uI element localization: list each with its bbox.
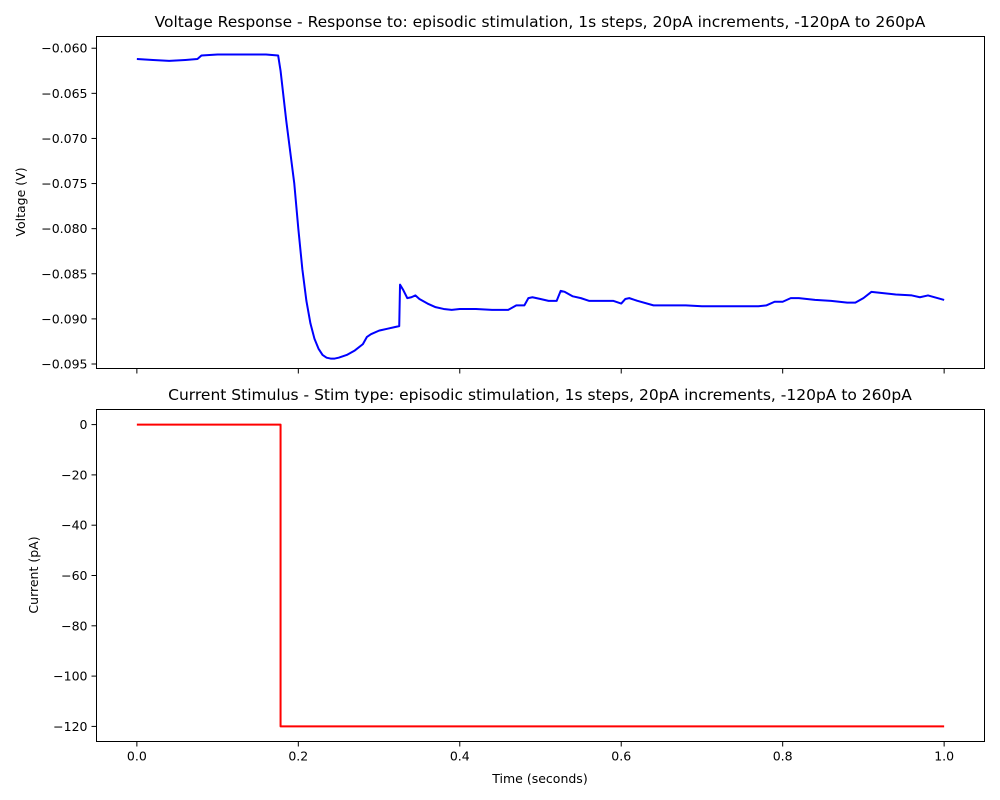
current-y-tick-label: −60 — [61, 568, 87, 583]
voltage-y-tick-label: −0.070 — [41, 131, 87, 146]
voltage-ticks: −0.095 −0.090 −0.085 −0.080 −0.075 −0.070 −0.0… — [41, 41, 945, 374]
current-axes-frame — [96, 409, 985, 742]
current-y-tick-label: −40 — [61, 518, 87, 533]
current-ylabel: Current (pA) — [26, 536, 41, 613]
current-x-tick-label: 0.8 — [773, 749, 793, 764]
voltage-trace-line — [136, 53, 945, 360]
voltage-y-tick-label: −0.060 — [41, 41, 87, 56]
current-trace-line — [136, 423, 945, 728]
current-y-tick-label: −80 — [61, 618, 87, 633]
current-x-tick-label: 0.0 — [127, 749, 147, 764]
voltage-y-tick-label: −0.080 — [41, 221, 87, 236]
voltage-y-tick-label: −0.075 — [41, 176, 87, 191]
voltage-axes-frame — [96, 36, 985, 369]
voltage-y-tick-label: −0.095 — [41, 356, 87, 371]
current-x-tick-label: 0.6 — [611, 749, 631, 764]
current-title: Current Stimulus - Stim type: episodic s… — [168, 386, 912, 404]
voltage-y-tick-label: −0.090 — [41, 311, 87, 326]
current-panel: Current Stimulus - Stim type: episodic s… — [26, 386, 985, 786]
current-y-tick-label: −20 — [61, 467, 87, 482]
voltage-ylabel: Voltage (V) — [13, 167, 28, 236]
current-x-tick-label: 1.0 — [934, 749, 954, 764]
current-y-tick-label: 0 — [80, 417, 88, 432]
current-ticks: 0.0 0.2 0.4 0.6 0.8 1.0 0 −20 −40 −60 −80 −100 −120 — [53, 417, 954, 763]
voltage-y-tick-label: −0.065 — [41, 86, 87, 101]
current-y-tick-label: −120 — [53, 719, 87, 734]
current-x-tick-label: 0.2 — [288, 749, 308, 764]
current-x-tick-label: 0.4 — [450, 749, 470, 764]
voltage-series — [136, 53, 945, 360]
current-series — [136, 423, 945, 728]
current-y-tick-label: −100 — [53, 669, 87, 684]
voltage-panel: Voltage Response - Response to: episodic… — [13, 13, 985, 374]
voltage-title: Voltage Response - Response to: episodic… — [155, 13, 926, 31]
voltage-y-tick-label: −0.085 — [41, 266, 87, 281]
current-xlabel: Time (seconds) — [491, 771, 587, 786]
